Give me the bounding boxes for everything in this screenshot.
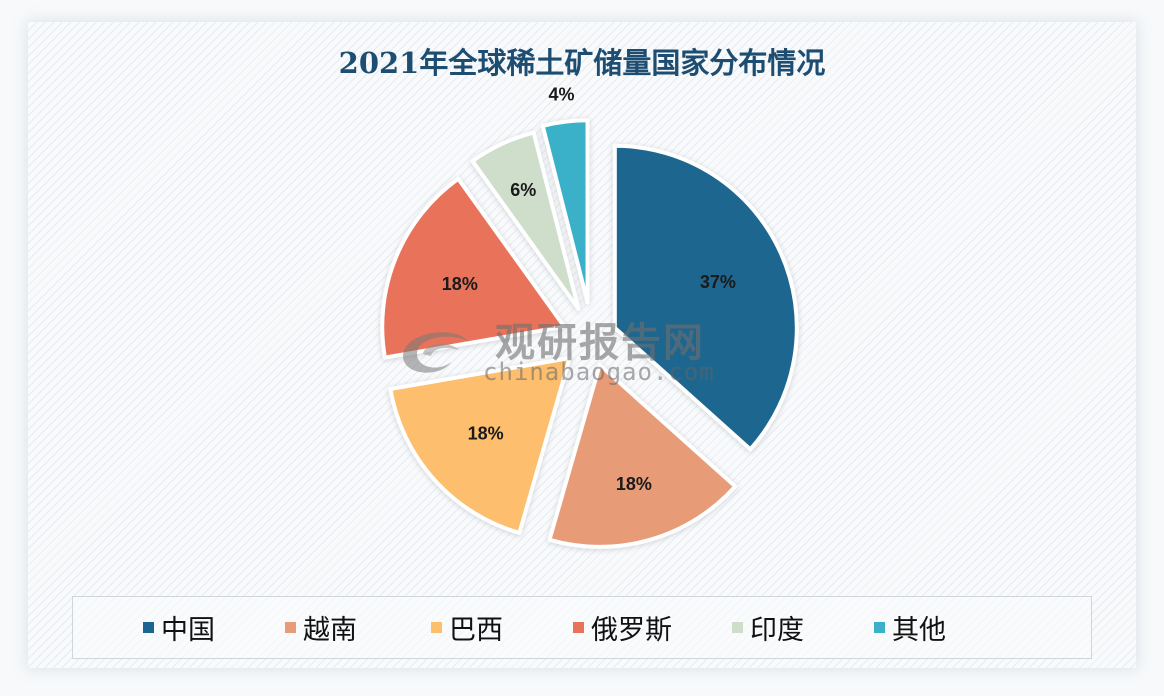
pie-label-0: 37% (700, 272, 736, 292)
pie-label-2: 18% (468, 423, 504, 443)
legend-label: 印度 (750, 615, 804, 646)
legend-label: 越南 (303, 615, 357, 646)
pie-slice-5 (540, 118, 590, 305)
legend-item: 其他 (874, 608, 946, 647)
legend-swatch-icon (431, 622, 442, 633)
legend-item: 俄罗斯 (573, 608, 672, 647)
legend-item: 巴西 (431, 608, 503, 647)
legend-label: 其他 (892, 615, 946, 646)
pie-label-3: 18% (442, 274, 478, 294)
legend-swatch-icon (874, 622, 885, 633)
pie-slice-2 (388, 356, 572, 535)
legend-item: 印度 (732, 608, 804, 647)
legend-label: 中国 (161, 615, 215, 646)
legend-label: 巴西 (449, 615, 503, 646)
pie-slice-3 (380, 176, 567, 360)
pie-slice-0 (612, 143, 799, 452)
pie-slice-1 (547, 362, 738, 549)
chart-title: 2021年全球稀土矿储量国家分布情况 (338, 46, 826, 80)
pie-slice-4 (470, 130, 581, 311)
legend-item: 中国 (143, 608, 215, 647)
pie-label-1: 18% (616, 474, 652, 494)
legend-swatch-icon (732, 622, 743, 633)
legend-item: 越南 (285, 608, 357, 647)
legend-swatch-icon (143, 622, 154, 633)
chart-legend: 中国 越南 巴西 俄罗斯 印度 其他 (72, 596, 1092, 659)
legend-swatch-icon (285, 622, 296, 633)
pie-label-4: 6% (510, 180, 536, 200)
legend-swatch-icon (573, 622, 584, 633)
pie-label-5: 4% (549, 85, 575, 105)
legend-label: 俄罗斯 (591, 615, 672, 646)
